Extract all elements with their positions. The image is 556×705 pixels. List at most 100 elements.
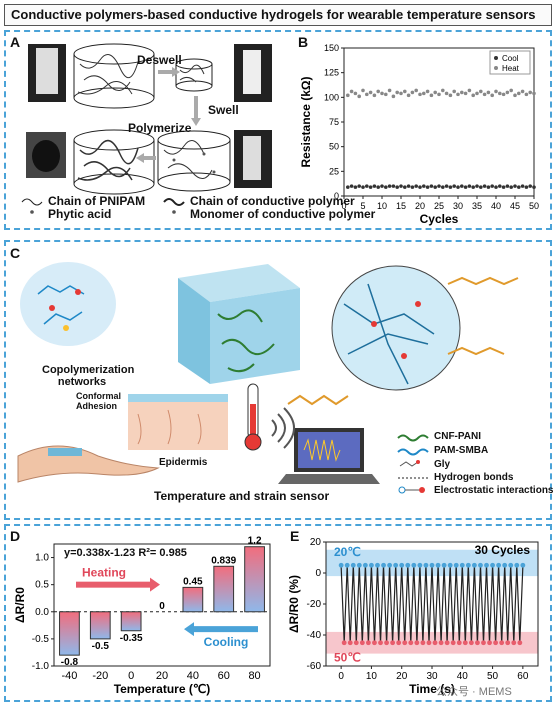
hydrogel-cylinder-2 bbox=[175, 58, 213, 92]
peak-point bbox=[375, 562, 380, 568]
x-tick-label: 20 bbox=[415, 201, 425, 211]
trough-point bbox=[438, 640, 444, 646]
trough-point bbox=[341, 640, 347, 646]
data-point bbox=[380, 184, 384, 188]
data-point bbox=[501, 185, 506, 189]
y-tick-label: 25 bbox=[329, 166, 339, 176]
peak-point bbox=[393, 562, 399, 568]
peak-point bbox=[356, 562, 362, 568]
bar bbox=[89, 611, 111, 640]
data-point bbox=[414, 184, 418, 188]
t-high-label: 20℃ bbox=[334, 545, 361, 559]
trough-point bbox=[511, 640, 517, 646]
data-point bbox=[501, 92, 506, 97]
network-zoom-icon bbox=[331, 265, 461, 391]
x-tick-label: 0 bbox=[338, 671, 344, 682]
data-point bbox=[387, 184, 392, 188]
bar bbox=[120, 611, 142, 632]
data-point bbox=[353, 91, 358, 96]
data-point bbox=[452, 184, 456, 188]
peak-point bbox=[411, 562, 417, 568]
panel-e-label: E bbox=[290, 528, 300, 544]
data-point bbox=[475, 91, 479, 96]
trough-point bbox=[366, 640, 371, 646]
y-tick-label: -20 bbox=[307, 599, 322, 610]
y-tick-label: 150 bbox=[324, 43, 339, 53]
bar bbox=[244, 546, 265, 613]
low-band bbox=[326, 631, 538, 654]
bar-value-label: -0.35 bbox=[120, 633, 143, 644]
y-tick-label: 0.5 bbox=[35, 580, 49, 591]
legend-hbond: Hydrogen bonds bbox=[434, 472, 514, 483]
data-point bbox=[395, 185, 399, 189]
x-tick-label: 50 bbox=[529, 201, 539, 211]
legend-gly: Gly bbox=[434, 459, 451, 470]
x-tick-label: 50 bbox=[487, 671, 499, 682]
peak-point bbox=[387, 562, 392, 568]
bar-value-label: 0 bbox=[159, 601, 165, 612]
peak-point bbox=[447, 562, 453, 568]
data-point bbox=[494, 185, 498, 189]
trough-point bbox=[456, 640, 462, 646]
x-tick-label: -40 bbox=[61, 670, 77, 682]
data-point bbox=[372, 93, 377, 98]
data-point bbox=[395, 90, 399, 95]
peak-point bbox=[496, 562, 502, 568]
legend-electrostatic-icon bbox=[398, 486, 425, 494]
peak-point bbox=[484, 562, 489, 568]
data-point bbox=[399, 184, 403, 188]
x-tick-label: 20 bbox=[156, 670, 168, 682]
y-tick-label: -1.0 bbox=[32, 661, 50, 672]
bar-value-label: -0.8 bbox=[61, 657, 79, 668]
figure-title: Conductive polymers-based conductive hyd… bbox=[4, 4, 552, 26]
data-point bbox=[475, 184, 479, 188]
data-point bbox=[437, 184, 441, 188]
trough-point bbox=[353, 640, 359, 646]
data-point bbox=[349, 184, 354, 188]
peak-point bbox=[362, 562, 368, 568]
data-point bbox=[406, 184, 411, 188]
data-point bbox=[353, 185, 358, 189]
peak-point bbox=[350, 562, 356, 568]
data-point bbox=[505, 90, 510, 95]
trough-point bbox=[499, 640, 505, 646]
data-point bbox=[456, 92, 460, 97]
hydrogel-cylinder-1 bbox=[73, 43, 155, 109]
y-axis-label: Resistance (kΩ) bbox=[299, 77, 313, 168]
data-point bbox=[460, 184, 464, 188]
panel-c-frame bbox=[4, 240, 552, 520]
x-tick-label: 80 bbox=[248, 670, 260, 682]
x-tick-label: 25 bbox=[434, 201, 444, 211]
x-axis-label: Temperature (℃) bbox=[114, 682, 211, 696]
trough-point bbox=[493, 640, 498, 646]
data-point bbox=[509, 88, 513, 93]
legend-monomer: Monomer of conductive polymer bbox=[190, 207, 376, 221]
trough-point bbox=[432, 640, 438, 646]
trough-point bbox=[462, 640, 468, 646]
data-point bbox=[414, 88, 418, 93]
data-point bbox=[494, 89, 498, 94]
cellulose-molecule-icon bbox=[447, 276, 519, 356]
peak-point bbox=[423, 562, 429, 568]
data-point bbox=[357, 94, 361, 99]
data-point bbox=[422, 184, 426, 188]
signal-icon bbox=[271, 407, 295, 449]
trough-point bbox=[390, 640, 396, 646]
hydrogel-cylinder-4 bbox=[157, 130, 231, 192]
data-point bbox=[479, 89, 483, 94]
chart-e: -60 -40 -20 0 20 0 10 20 30 40 50 60 20℃ 50℃ 30 Cycles… bbox=[287, 537, 539, 696]
data-point bbox=[471, 93, 475, 98]
data-point bbox=[433, 185, 437, 189]
y-tick-label: 0 bbox=[334, 191, 339, 201]
data-point bbox=[460, 90, 464, 95]
x-tick-label: 20 bbox=[396, 671, 408, 682]
hand-icon bbox=[17, 445, 160, 483]
data-point bbox=[467, 184, 472, 188]
hydrogel-cube-icon bbox=[178, 264, 300, 384]
legend-cnf-pani: CNF-PANI bbox=[434, 431, 482, 442]
data-point bbox=[490, 93, 494, 98]
heating-arrow bbox=[76, 581, 150, 588]
skin-layer-icon bbox=[128, 394, 228, 450]
x-tick-label: 45 bbox=[510, 201, 520, 211]
x-tick-label: 30 bbox=[453, 201, 463, 211]
